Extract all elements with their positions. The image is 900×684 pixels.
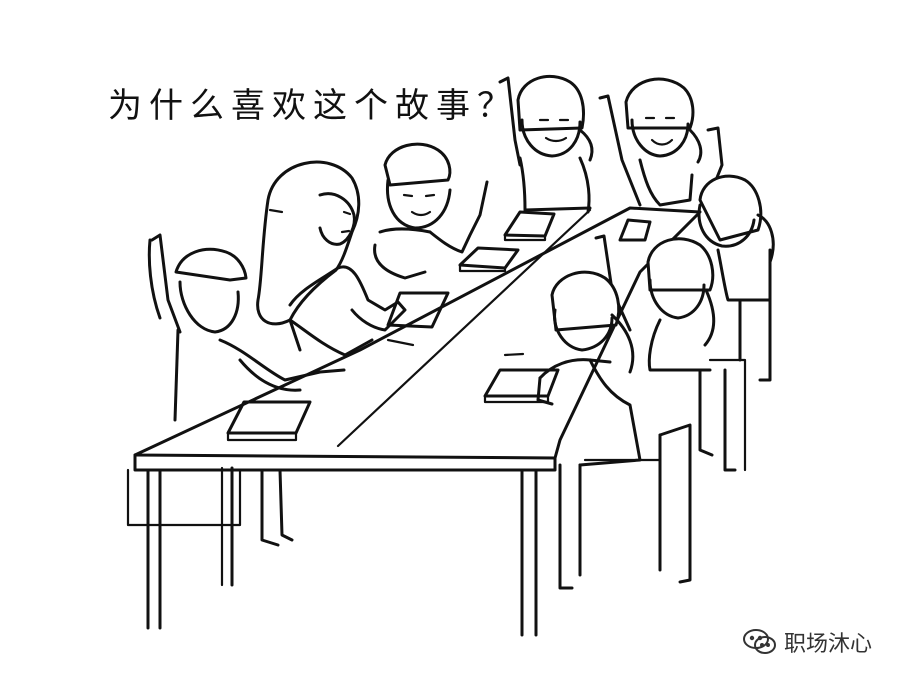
question-caption: 为什么喜欢这个故事？ <box>108 86 518 126</box>
boy-short-hair <box>373 142 489 280</box>
wechat-icon <box>743 629 776 654</box>
girl-back-center <box>498 74 594 214</box>
watermark-text: 职场沐心 <box>784 632 873 657</box>
teacher <box>256 160 407 357</box>
girl-right-middle <box>594 234 747 472</box>
girl-back-right <box>598 77 703 207</box>
books <box>226 210 652 442</box>
boy-with-cap <box>126 233 346 547</box>
girl-right-upper <box>697 126 775 382</box>
girl-front <box>536 270 692 590</box>
watermark: 职场沐心 <box>742 626 872 658</box>
